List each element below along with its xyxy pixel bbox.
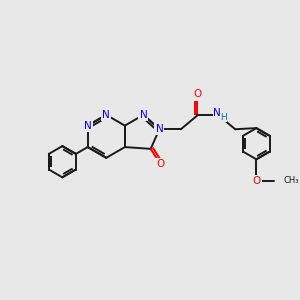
Text: N: N [102,110,110,120]
Text: H: H [220,113,227,122]
Text: O: O [193,89,201,99]
Text: N: N [155,124,163,134]
Text: N: N [140,110,147,120]
Text: N: N [84,121,92,130]
Text: O: O [252,176,260,186]
Text: N: N [213,107,221,118]
Text: O: O [156,159,165,169]
Text: CH₃: CH₃ [283,176,299,185]
